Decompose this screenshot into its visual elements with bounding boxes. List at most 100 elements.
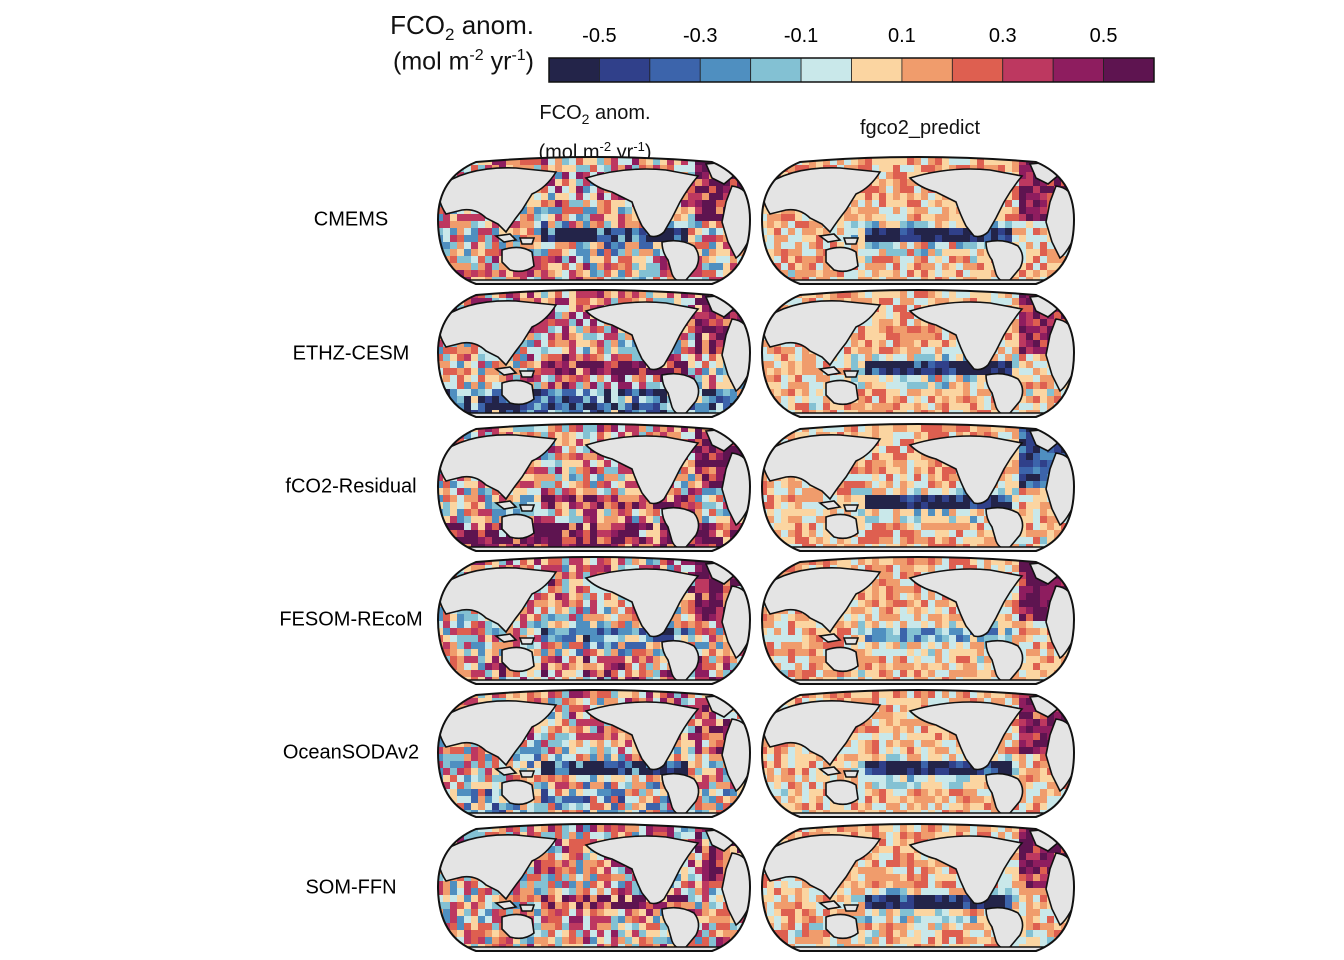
map-outline	[760, 289, 1076, 418]
colorbar-tick-label: 0.5	[1089, 25, 1118, 47]
land-mass	[501, 246, 535, 273]
column-title-right: fgco2_predict	[859, 117, 981, 139]
land-mass	[493, 233, 518, 243]
row-label-fco2-residual: fCO2-Residual	[285, 475, 417, 498]
colorbar-tick-label: -0.3	[683, 25, 718, 47]
land-mass	[493, 366, 518, 376]
map-outline	[760, 823, 1076, 952]
colorbar-bin	[1002, 57, 1054, 83]
colorbar-bin	[649, 57, 701, 83]
land-mass	[518, 370, 536, 378]
map-outline	[760, 423, 1076, 552]
land-mass	[825, 913, 859, 940]
colorbar-bin	[901, 57, 953, 83]
colorbar-tick-label: 0.3	[988, 25, 1017, 47]
land-mass	[493, 500, 518, 510]
land-mass	[817, 366, 842, 376]
map-panel-2-anom	[436, 423, 752, 552]
land-mass	[438, 167, 558, 234]
map-panel-5-predict	[760, 823, 1076, 952]
map-panel-0-anom	[436, 156, 752, 285]
colorbar-bin	[699, 57, 752, 83]
land-mass	[762, 167, 882, 234]
land-mass	[493, 766, 518, 776]
land-mass	[825, 646, 859, 673]
land-mass	[584, 301, 700, 371]
land-mass	[908, 835, 1024, 905]
colorbar-frame	[548, 57, 1155, 83]
map-panel-0-predict	[760, 156, 1076, 285]
land-mass	[501, 913, 535, 940]
land-mass	[817, 633, 842, 643]
land-mass	[908, 168, 1024, 238]
colorbar-title-line1: FCO2 anom.	[390, 10, 534, 45]
land-mass	[825, 779, 859, 806]
map-panel-3-predict	[760, 556, 1076, 685]
map-panel-3-anom	[436, 556, 752, 685]
land-mass	[501, 379, 535, 406]
row-label-cmems: CMEMS	[313, 208, 389, 231]
land-mass	[817, 233, 842, 243]
land-mass	[817, 766, 842, 776]
map-outline	[436, 823, 752, 952]
land-mass	[438, 434, 558, 501]
row-label-oceansodav2: OceanSODAv2	[282, 741, 420, 764]
colorbar-tick-label: -0.5	[582, 25, 617, 47]
land-mass	[518, 637, 536, 645]
land-mass	[584, 701, 700, 771]
row-label-fesom-recom: FESOM-REcoM	[279, 608, 423, 631]
land-mass	[762, 834, 882, 901]
land-mass	[518, 770, 536, 778]
map-outline	[436, 689, 752, 818]
map-panel-4-anom	[436, 689, 752, 818]
land-mass	[825, 246, 859, 273]
colorbar-bin	[1052, 57, 1104, 83]
land-mass	[438, 567, 558, 634]
map-outline	[436, 156, 752, 285]
row-label-som-ffn: SOM-FFN	[305, 876, 397, 899]
map-outline	[436, 556, 752, 685]
land-mass	[762, 567, 882, 634]
land-mass	[438, 700, 558, 767]
land-mass	[493, 633, 518, 643]
colorbar-units: (mol m-2 yr-1)	[393, 47, 534, 76]
land-mass	[908, 301, 1024, 371]
land-mass	[518, 504, 536, 512]
land-mass	[817, 900, 842, 910]
land-mass	[584, 568, 700, 638]
land-mass	[842, 637, 860, 645]
land-mass	[501, 513, 535, 540]
land-mass	[817, 500, 842, 510]
land-mass	[438, 300, 558, 367]
land-mass	[842, 237, 860, 245]
map-outline	[760, 556, 1076, 685]
land-mass	[501, 779, 535, 806]
colorbar	[548, 57, 1155, 83]
land-mass	[584, 435, 700, 505]
land-mass	[518, 237, 536, 245]
map-panel-1-anom	[436, 289, 752, 418]
map-panel-5-anom	[436, 823, 752, 952]
map-panel-1-predict	[760, 289, 1076, 418]
colorbar-tick-label: 0.1	[888, 25, 916, 47]
map-outline	[436, 289, 752, 418]
land-mass	[825, 513, 859, 540]
land-mass	[908, 435, 1024, 505]
land-mass	[518, 904, 536, 912]
colorbar-tick-label: -0.1	[783, 25, 819, 47]
land-mass	[438, 834, 558, 901]
land-mass	[908, 701, 1024, 771]
land-mass	[762, 434, 882, 501]
row-label-ethz-cesm: ETHZ-CESM	[292, 342, 410, 365]
land-mass	[842, 370, 860, 378]
land-mass	[908, 568, 1024, 638]
land-mass	[762, 300, 882, 367]
land-mass	[584, 835, 700, 905]
land-mass	[842, 504, 860, 512]
map-panel-4-predict	[760, 689, 1076, 818]
land-mass	[501, 646, 535, 673]
land-mass	[762, 700, 882, 767]
colorbar-bin	[1103, 57, 1155, 83]
land-mass	[842, 904, 860, 912]
map-outline	[760, 689, 1076, 818]
